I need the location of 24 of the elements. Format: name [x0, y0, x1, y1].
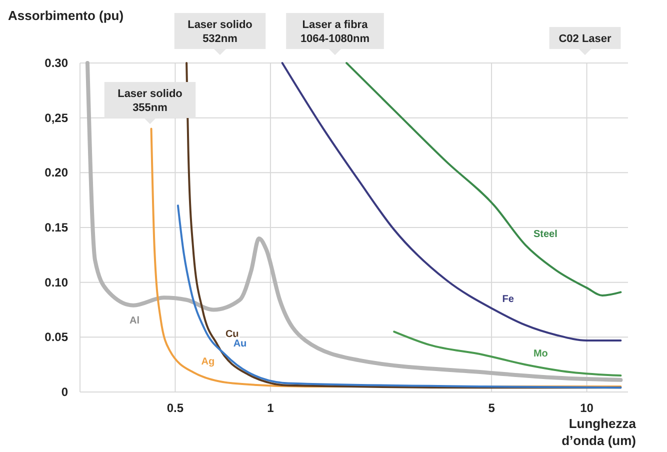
y-tick-label: 0.30	[44, 56, 68, 70]
text: C02 Laser	[558, 33, 612, 45]
series-label: Fe	[502, 294, 514, 305]
x-axis-title: Lunghezza d’onda (um)	[562, 416, 637, 448]
x-tick-label: 5	[488, 401, 496, 415]
series-label: Cu	[225, 328, 239, 340]
y-tick-label: 0.10	[44, 275, 68, 290]
y-tick-label: 0	[61, 385, 68, 399]
y-tick-label: 0.20	[44, 166, 68, 180]
text: Laser a fibra 1064-1080nm	[300, 19, 370, 45]
series-label: Au	[233, 338, 247, 350]
y-axis-title: Assorbimento (pu)	[8, 8, 124, 23]
x-tick-label: 10	[580, 401, 594, 415]
x-tick-label: 0.5	[166, 401, 184, 415]
series-label: Ag	[201, 356, 215, 368]
annotation: Laser solido 355nm	[118, 88, 183, 114]
y-tick-label: 0.15	[44, 220, 68, 234]
series-label: Mo	[533, 348, 548, 360]
y-tick-label: 0,25	[44, 110, 68, 125]
series-label: Al	[129, 315, 140, 326]
y-tick-label: 0.05	[44, 330, 68, 344]
text: Laser solido 532nm	[188, 19, 253, 45]
x-tick-label: 1	[267, 401, 274, 415]
series-label: Steel	[533, 229, 558, 240]
